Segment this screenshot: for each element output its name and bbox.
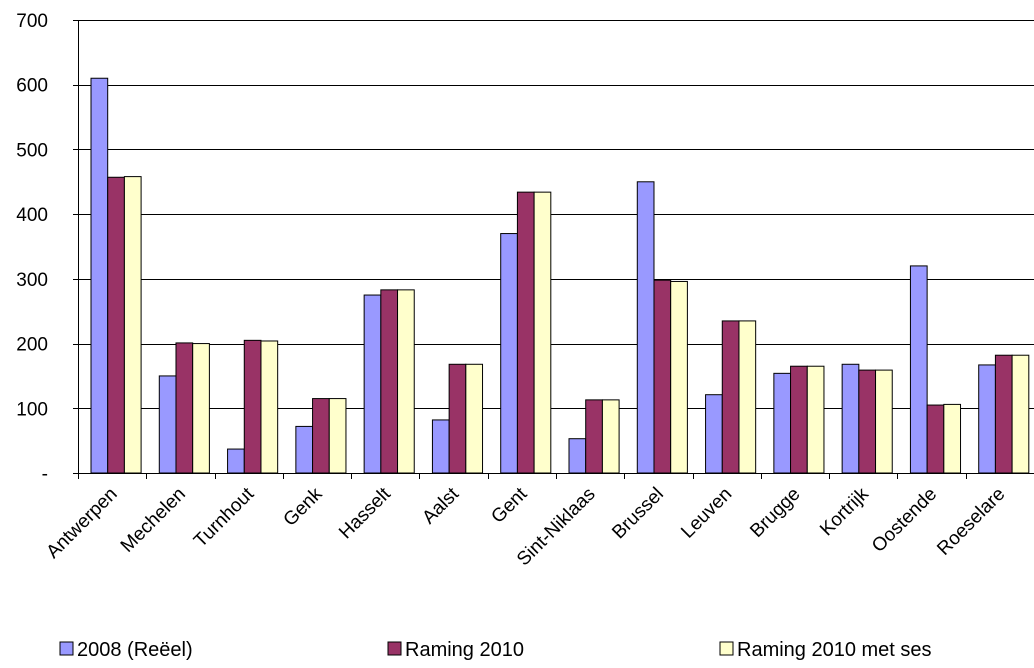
bar-raming-2010-met-ses-leuven: [738, 320, 757, 474]
bar-raming-2010-brussel: [653, 279, 672, 474]
legend-label: Raming 2010 met ses: [737, 639, 932, 661]
y-tick-label: 100: [16, 399, 48, 420]
bar-raming-2010-met-ses-kortrijk: [875, 369, 893, 474]
x-tick-label: Leuven: [677, 484, 736, 543]
legend-label: 2008 (Reëel): [77, 639, 193, 661]
bar-raming-2010-met-ses-mechelen: [192, 343, 210, 474]
bar-2008-re-el--genk: [295, 425, 314, 474]
bar-raming-2010-met-ses-brussel: [670, 280, 688, 474]
bar-2008-re-el--roeselare: [978, 364, 996, 474]
y-tick-label: 600: [16, 76, 48, 97]
x-tick-label: Roeselare: [933, 484, 1009, 560]
bar-raming-2010-turnhout: [243, 339, 262, 474]
bar-raming-2010-sint-niklaas: [585, 399, 603, 474]
bar-raming-2010-oostende: [926, 404, 945, 474]
y-tick-label: 700: [16, 11, 48, 32]
bar-2008-re-el--mechelen: [158, 375, 177, 474]
bar-raming-2010-mechelen: [175, 342, 194, 474]
bar-2008-re-el--oostende: [909, 265, 928, 474]
bar-raming-2010-met-ses-brugge: [806, 365, 825, 474]
gridlines: [78, 20, 1034, 409]
y-tick-labels: - 100 200 300 400 500 600 700: [16, 11, 48, 485]
bar-2008-re-el--hasselt: [363, 294, 382, 474]
y-tick-label: 500: [16, 140, 48, 161]
bar-2008-re-el--sint-niklaas: [568, 438, 587, 474]
x-tick-label: Brussel: [608, 484, 668, 544]
legend-swatch: [59, 641, 74, 656]
x-tick-label: Turnhout: [190, 483, 259, 552]
y-tick-label: 400: [16, 205, 48, 226]
bar-raming-2010-met-ses-antwerpen: [123, 176, 142, 474]
axes: [73, 20, 1034, 479]
bar-raming-2010-genk: [312, 398, 330, 474]
bar-raming-2010-aalst: [448, 363, 467, 474]
bar-raming-2010-met-ses-oostende: [943, 403, 962, 474]
bar-2008-re-el--antwerpen: [90, 77, 109, 474]
bar-raming-2010-brugge: [790, 365, 808, 474]
bar-raming-2010-met-ses-sint-niklaas: [601, 399, 620, 474]
bar-raming-2010-leuven: [721, 320, 740, 474]
x-tick-label: Oostende: [868, 484, 941, 557]
y-tick-label: 200: [16, 335, 48, 356]
legend-label: Raming 2010: [405, 639, 524, 661]
bar-raming-2010-met-ses-turnhout: [260, 340, 279, 474]
bar-raming-2010-met-ses-aalst: [465, 363, 484, 474]
bar-raming-2010-met-ses-hasselt: [397, 289, 415, 474]
legend: 2008 (Reëel) Raming 2010 Raming 2010 met s…: [59, 639, 932, 661]
bar-raming-2010-gent: [516, 191, 535, 474]
x-tick-label: Aalst: [418, 483, 463, 528]
x-tick-label: Antwerpen: [43, 484, 122, 563]
x-tick-label: Hasselt: [335, 483, 395, 543]
legend-swatch: [719, 641, 734, 656]
bar-2008-re-el--brussel: [636, 181, 655, 474]
bar-raming-2010-met-ses-gent: [533, 191, 552, 474]
bar-raming-2010-met-ses-genk: [328, 398, 347, 474]
x-tick-label: Genk: [280, 483, 327, 530]
bar-raming-2010-hasselt: [380, 289, 399, 474]
legend-swatch: [387, 641, 402, 656]
bars: [90, 77, 1030, 474]
bar-raming-2010-roeselare: [994, 354, 1013, 474]
x-tick-label: Mechelen: [117, 484, 190, 557]
x-tick-label: Brugge: [746, 484, 804, 542]
x-tick-label: Gent: [487, 483, 531, 527]
bar-raming-2010-kortrijk: [858, 369, 877, 474]
y-tick-label: 300: [16, 270, 48, 291]
bar-raming-2010-antwerpen: [107, 176, 125, 474]
bar-2008-re-el--turnhout: [227, 448, 245, 474]
bar-raming-2010-met-ses-roeselare: [1011, 354, 1030, 474]
bar-2008-re-el--brugge: [773, 372, 792, 474]
x-tick-label: Kortrijk: [816, 483, 873, 540]
bar-2008-re-el--leuven: [705, 394, 723, 474]
bar-2008-re-el--aalst: [431, 419, 450, 474]
bar-2008-re-el--kortrijk: [841, 363, 860, 474]
bar-2008-re-el--gent: [500, 233, 518, 474]
y-tick-label: -: [42, 464, 48, 485]
